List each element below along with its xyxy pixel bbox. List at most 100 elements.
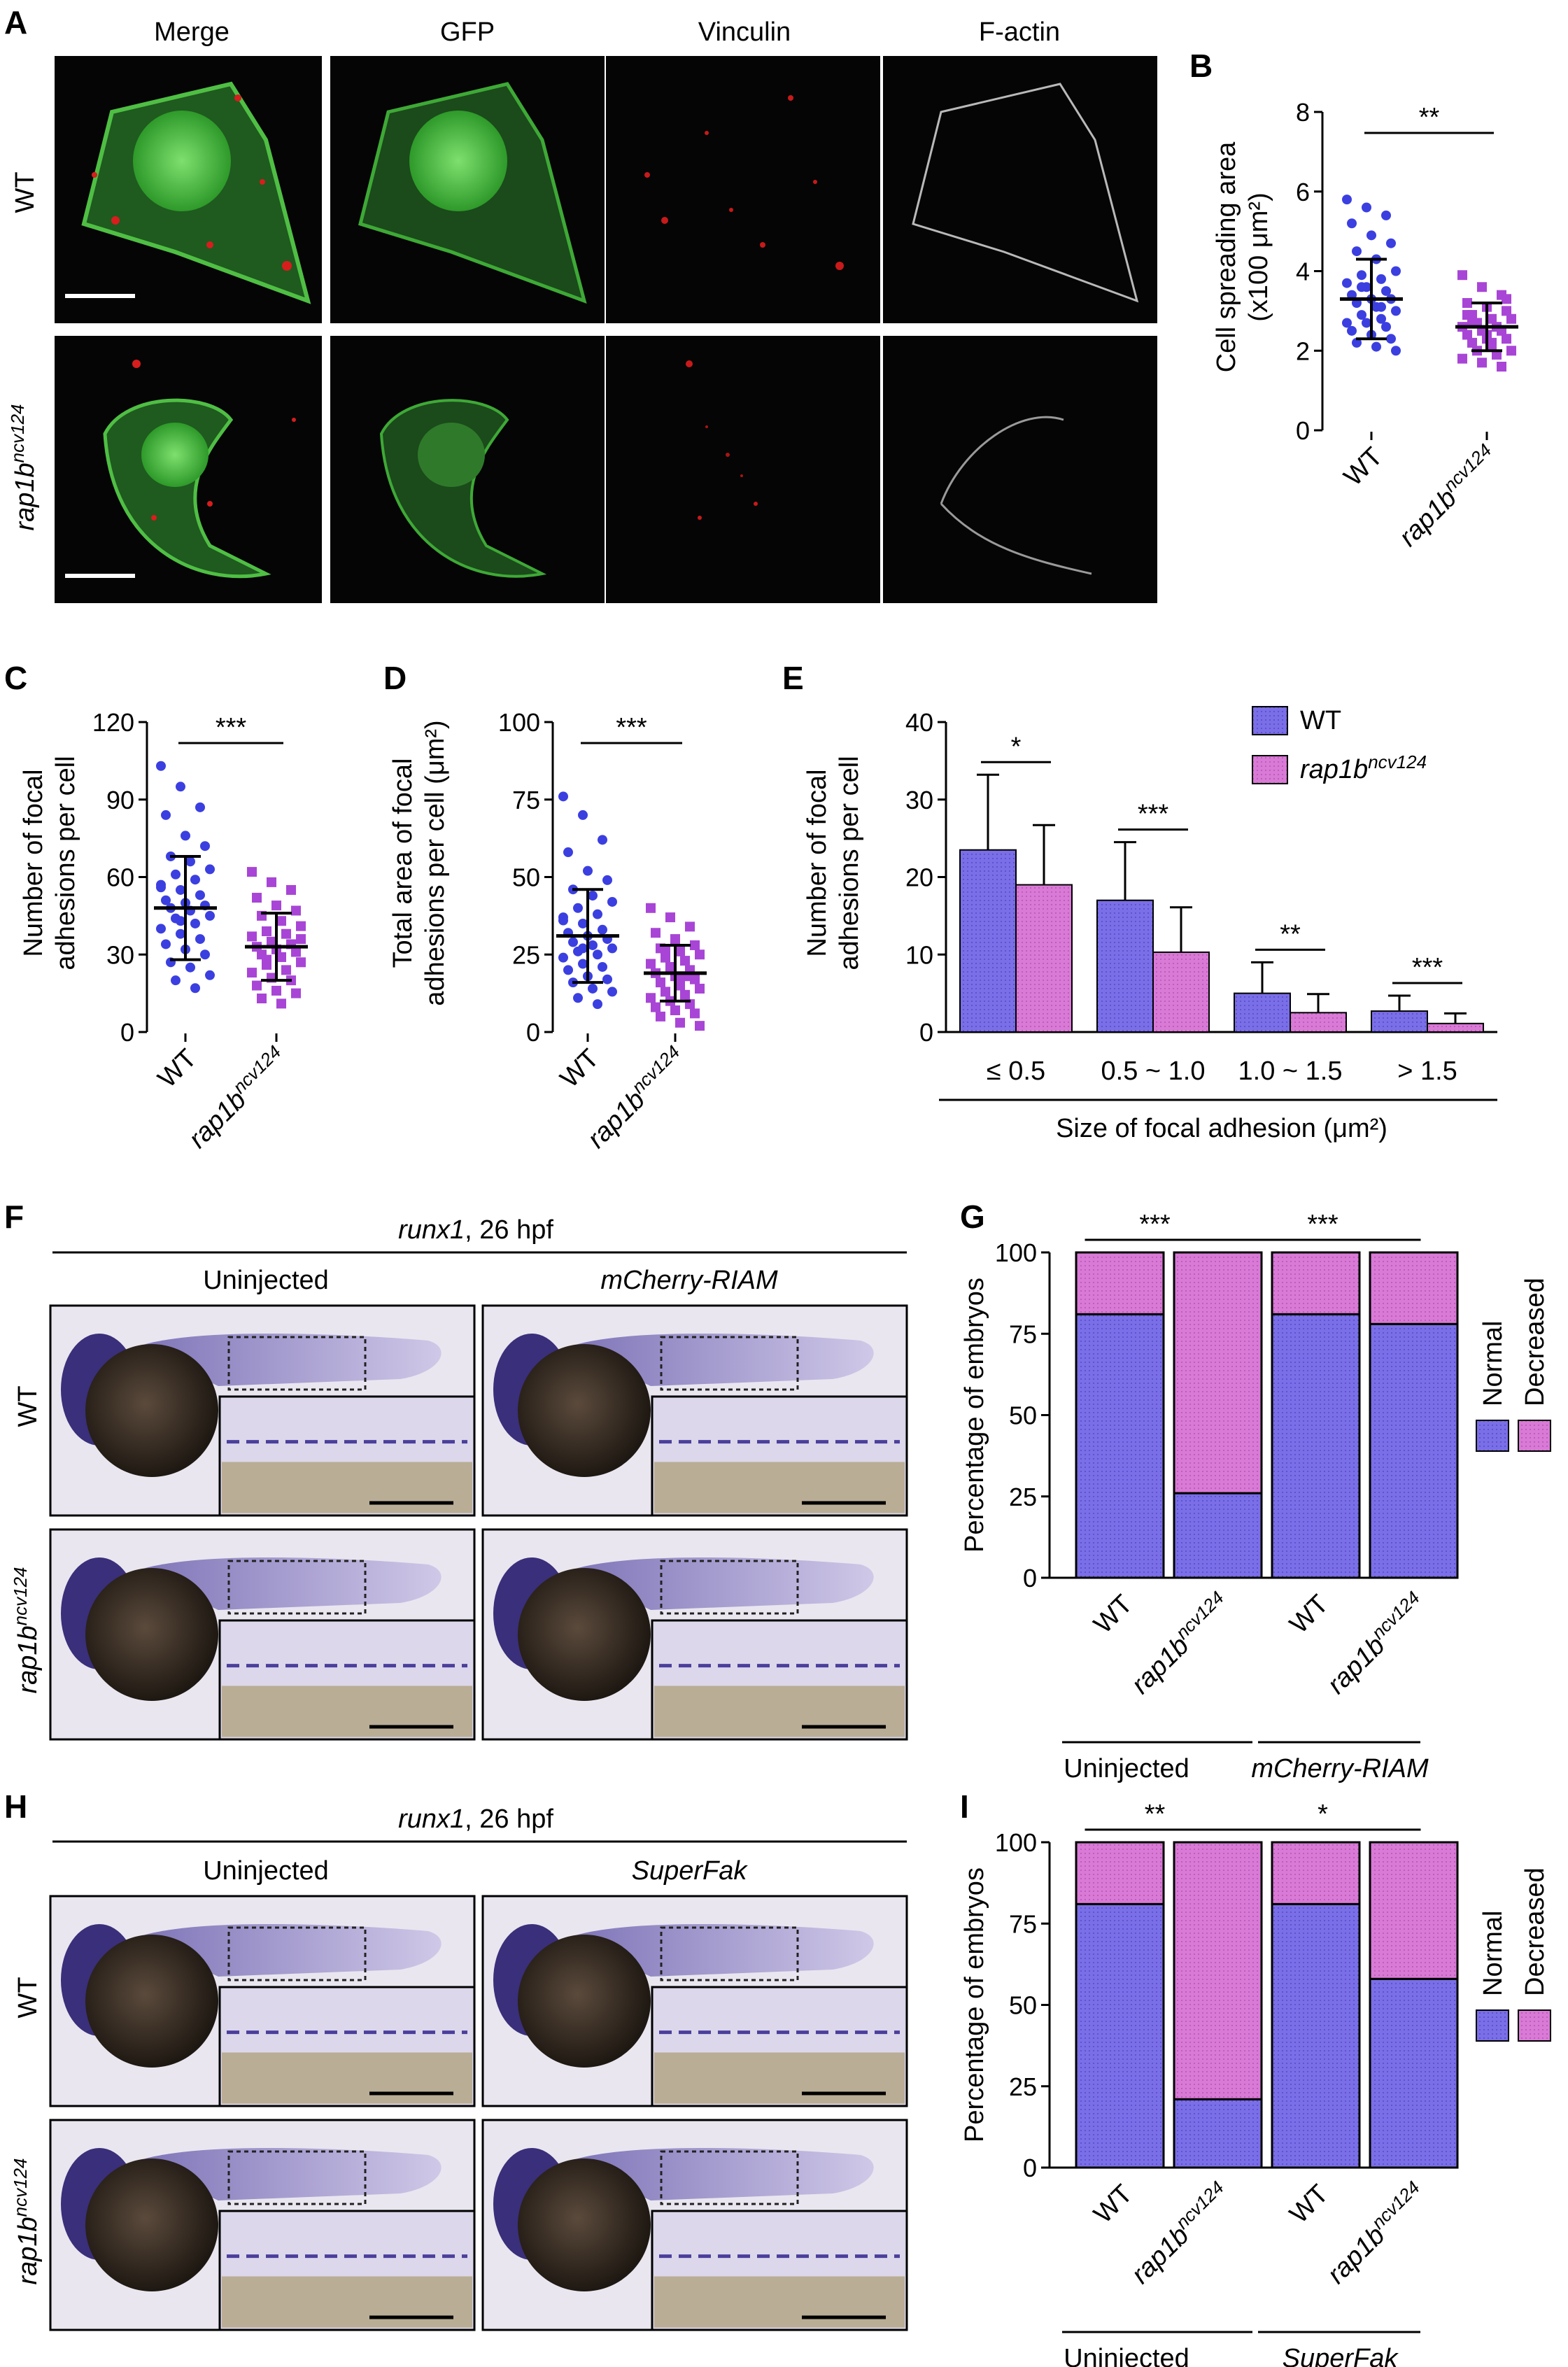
y-axis-title-line1: Percentage of embryos	[960, 1278, 989, 1553]
inset-region-box	[660, 1336, 799, 1391]
significance-label: *	[1318, 1800, 1328, 1829]
data-point	[593, 949, 602, 960]
panel-letter-d: D	[383, 660, 407, 696]
chart-d: 0 25 50 75 100 Total area of focal adhesions p…	[388, 708, 707, 1154]
x-category-label: WT	[1284, 2179, 1334, 2229]
x-category-label: WT	[153, 1044, 202, 1094]
bar-normal	[1173, 1492, 1263, 1579]
data-point	[1342, 318, 1352, 328]
inset-yolk-extension	[222, 1686, 472, 1737]
data-point	[651, 1002, 661, 1012]
data-point	[1467, 337, 1477, 348]
embryo-yolk	[518, 2158, 651, 2291]
data-point	[185, 962, 195, 973]
panel-h-col2: SuperFak	[632, 1856, 749, 1886]
x-category-label: WT	[555, 1044, 605, 1094]
data-point	[1386, 334, 1396, 344]
data-point	[607, 943, 617, 954]
bar-normal	[1271, 1902, 1361, 2169]
bar-normal	[1173, 2098, 1263, 2169]
data-point	[296, 921, 306, 931]
panel-letter-a: A	[4, 4, 27, 41]
y-tick-label: 0	[1023, 1564, 1037, 1592]
y-tick-label: 75	[1009, 1320, 1037, 1348]
row-label-wt: WT	[10, 171, 40, 213]
legend-swatch-normal	[1476, 2009, 1509, 2042]
data-point	[680, 956, 690, 966]
data-point	[675, 980, 685, 991]
bar-decreased	[1173, 1841, 1263, 2100]
data-point	[695, 983, 705, 994]
x-category-label: > 1.5	[1397, 1057, 1457, 1086]
data-point	[271, 900, 281, 911]
data-point	[568, 937, 578, 947]
data-point	[1462, 310, 1472, 320]
panel-a: A Merge GFP Vinculin F-actin WT rap1bncv…	[4, 4, 1157, 603]
data-point	[1381, 210, 1391, 220]
data-point	[195, 802, 205, 812]
x-category-label: rap1bncv124	[1124, 2177, 1236, 2289]
legend-label-decreased: Decreased	[1520, 1867, 1550, 1996]
y-tick-label: 4	[1296, 257, 1310, 286]
micrograph-wt-gfp	[330, 56, 605, 323]
bar-decreased	[1271, 1251, 1361, 1315]
data-point	[1487, 337, 1497, 348]
y-axis-title-line1: Total area of focal	[388, 758, 418, 968]
data-point	[176, 916, 185, 926]
category-text: WT	[1284, 2179, 1334, 2229]
data-point	[281, 965, 291, 975]
data-point	[161, 810, 171, 820]
data-point	[1357, 270, 1366, 281]
data-point	[161, 939, 171, 949]
data-point	[195, 890, 205, 900]
panel-h: H runx1, 26 hpf Uninjected SuperFak WT r…	[4, 1788, 908, 2331]
data-point	[1357, 310, 1366, 320]
y-tick-label: 6	[1296, 178, 1310, 206]
bar	[1290, 1012, 1347, 1033]
data-point	[1386, 238, 1396, 248]
data-point	[1506, 346, 1516, 356]
category-text: WT	[555, 1044, 605, 1094]
data-point	[1391, 306, 1401, 316]
panel-letter-b: B	[1189, 48, 1213, 84]
data-point	[1391, 346, 1401, 356]
data-point	[598, 835, 607, 845]
category-sup: ncv124	[1171, 1587, 1227, 1643]
data-point	[185, 856, 195, 867]
data-point	[602, 974, 612, 984]
data-point	[651, 928, 661, 938]
bar	[1371, 1010, 1428, 1033]
data-point	[1502, 334, 1511, 344]
column-label-gfp: GFP	[440, 17, 495, 47]
micrograph-mutant-factin	[883, 336, 1157, 603]
y-axis-title: Percentage of embryos	[960, 1278, 989, 1553]
inset-region-box	[227, 1336, 367, 1391]
panel-f-col1: Uninjected	[203, 1266, 329, 1295]
data-point	[1457, 270, 1467, 281]
legend-swatch	[1252, 755, 1288, 784]
data-point	[1381, 322, 1391, 332]
data-point	[1342, 195, 1352, 205]
embryo-yolk	[85, 1344, 218, 1477]
data-point	[661, 987, 670, 997]
data-point	[578, 810, 588, 820]
inset-region-box	[660, 1560, 799, 1615]
data-point	[598, 961, 607, 972]
data-point	[558, 952, 568, 963]
embryo-yolk	[518, 1344, 651, 1477]
column-label-vinculin: Vinculin	[698, 17, 791, 47]
data-point	[607, 896, 617, 907]
data-point	[656, 977, 665, 988]
group-label-1: Uninjected	[1064, 2344, 1189, 2367]
embryo-mutant-uninjected	[49, 1528, 476, 1741]
panel-h-col1: Uninjected	[203, 1856, 329, 1886]
data-point	[1362, 202, 1371, 213]
x-category-label: WT	[1088, 1590, 1138, 1639]
bar-decreased	[1369, 1251, 1459, 1325]
y-tick-label: 30	[106, 940, 134, 969]
x-category-label: rap1bncv124	[1320, 1587, 1432, 1700]
data-point	[1497, 362, 1506, 372]
data-point	[1371, 341, 1381, 352]
